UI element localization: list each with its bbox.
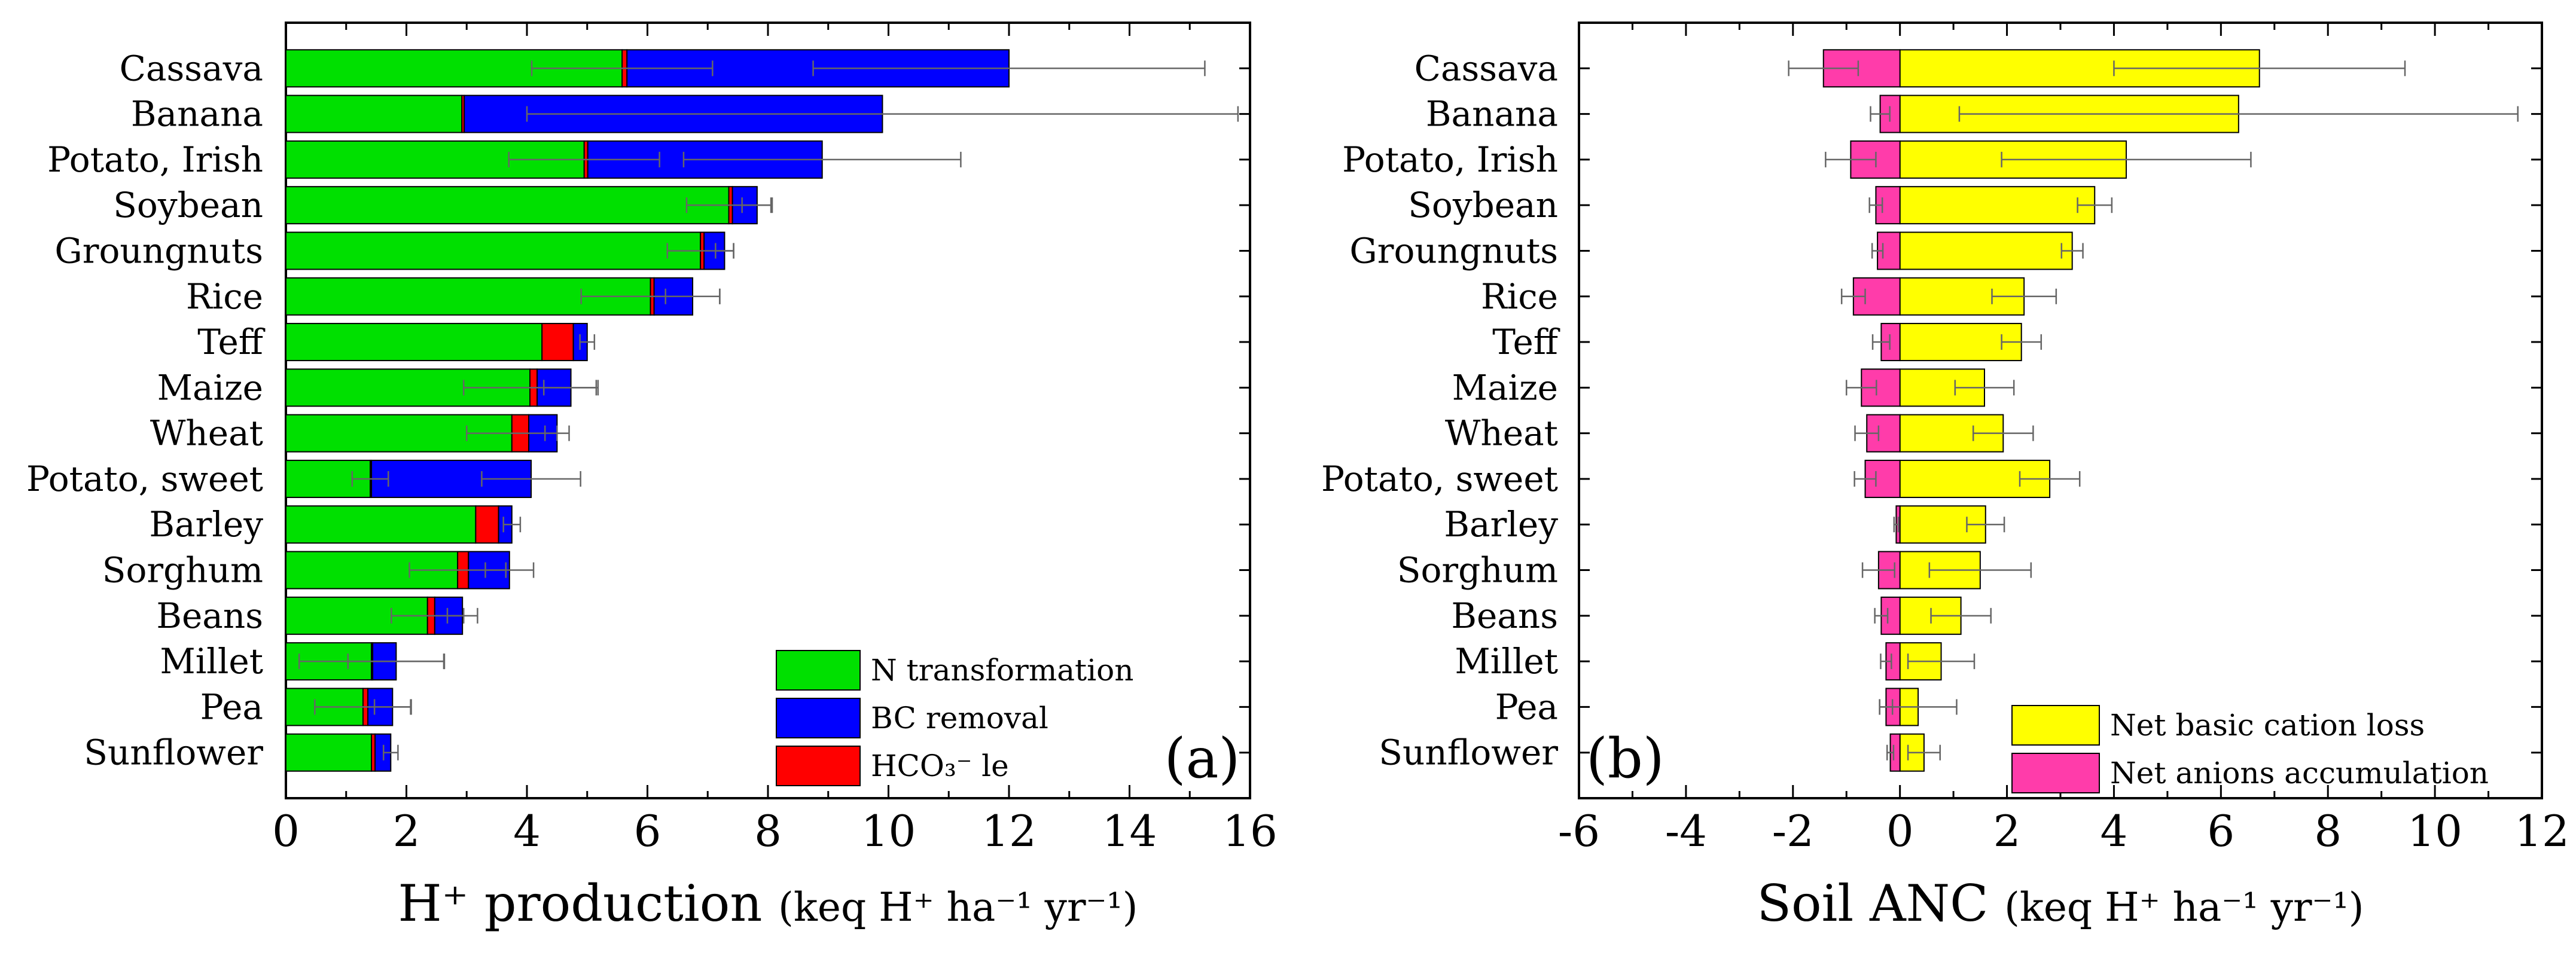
x-tick-label: 12 (2514, 806, 2569, 856)
bar-net-anions-accumulation-potato-sweet (1864, 459, 1901, 498)
x-tick-label: -2 (1772, 806, 1814, 856)
category-label-sunflower: Sunflower (84, 732, 263, 773)
legend-label-net-anions-accumulation: Net anions accumulation (2110, 756, 2489, 790)
legend-label-hco-le: HCO₃⁻ le (871, 749, 1009, 783)
legend-swatch-net-basic-cation-loss (2011, 705, 2100, 746)
category-label-beans: Beans (156, 596, 263, 636)
category-label-potato-irish: Potato, Irish (47, 139, 263, 180)
x-axis-label-main: Soil ANC (1757, 874, 2004, 933)
category-label-rice: Rice (186, 276, 263, 317)
category-label-sunflower: Sunflower (1379, 732, 1558, 773)
x-tick-label: 6 (2207, 806, 2234, 856)
x-tick-label: 2 (393, 806, 420, 856)
bar-net-anions-accumulation-maize (1861, 368, 1901, 407)
bar-hco-le-barley (475, 505, 499, 544)
category-label-banana: Banana (131, 94, 263, 135)
category-label-barley: Barley (1444, 504, 1558, 545)
x-tick-label: 10 (861, 806, 916, 856)
bar-net-basic-cation-loss-cassava (1899, 49, 2260, 88)
category-label-millet: Millet (160, 641, 263, 682)
category-label-maize: Maize (1452, 367, 1558, 408)
x-axis-label: Soil ANC (keq H⁺ ha⁻¹ yr⁻¹) (1757, 874, 2364, 933)
x-tick-label: 16 (1223, 806, 1278, 856)
bar-n-transformation-groungnuts (285, 231, 702, 270)
x-tick-label: 4 (513, 806, 541, 856)
x-tick-label: -6 (1558, 806, 1600, 856)
x-axis-label: H⁺ production (keq H⁺ ha⁻¹ yr⁻¹) (398, 874, 1138, 933)
category-label-wheat: Wheat (1445, 413, 1558, 454)
bar-n-transformation-barley (285, 505, 477, 544)
x-tick-label: -4 (1665, 806, 1707, 856)
category-label-sorghum: Sorghum (1397, 550, 1558, 591)
x-tick-label: 2 (1993, 806, 2021, 856)
bar-hco-le-teff (541, 323, 574, 362)
category-label-soybean: Soybean (1408, 185, 1558, 225)
x-tick-label: 12 (981, 806, 1037, 856)
category-label-pea: Pea (1495, 686, 1558, 727)
bar-net-basic-cation-loss-soybean (1899, 186, 2096, 225)
category-label-maize: Maize (157, 367, 263, 408)
category-label-millet: Millet (1455, 641, 1558, 682)
category-label-wheat: Wheat (150, 413, 263, 454)
legend-swatch-hco-le (776, 746, 861, 786)
x-axis-label-main: H⁺ production (398, 874, 778, 933)
x-axis-label-units: (keq H⁺ ha⁻¹ yr⁻¹) (2004, 884, 2364, 930)
category-label-pea: Pea (200, 686, 263, 727)
x-tick-label: 10 (2407, 806, 2462, 856)
category-label-rice: Rice (1481, 276, 1558, 317)
category-label-groungnuts: Groungnuts (1349, 230, 1558, 271)
category-label-banana: Banana (1426, 94, 1558, 135)
category-label-potato-sweet: Potato, sweet (26, 459, 263, 499)
category-label-potato-irish: Potato, Irish (1342, 139, 1558, 180)
legend-label-net-basic-cation-loss: Net basic cation loss (2110, 708, 2425, 743)
panel-annotation: (a) (1164, 726, 1240, 790)
category-label-cassava: Cassava (120, 48, 263, 88)
panel-annotation: (b) (1586, 726, 1665, 790)
category-label-soybean: Soybean (113, 185, 263, 225)
x-tick-label: 0 (272, 806, 300, 856)
x-tick-label: 14 (1102, 806, 1157, 856)
bar-net-basic-cation-loss-groungnuts (1899, 231, 2073, 270)
bar-n-transformation-soybean (285, 186, 730, 225)
x-tick-label: 6 (634, 806, 661, 856)
bar-n-transformation-teff (285, 323, 543, 362)
category-label-beans: Beans (1451, 596, 1558, 636)
category-label-groungnuts: Groungnuts (54, 230, 263, 271)
x-tick-label: 8 (754, 806, 782, 856)
bar-n-transformation-sunflower (285, 733, 373, 772)
category-label-potato-sweet: Potato, sweet (1321, 459, 1558, 499)
legend-swatch-n-transformation (776, 650, 861, 691)
legend-swatch-bc-removal (776, 698, 861, 738)
x-tick-label: 0 (1886, 806, 1914, 856)
category-label-teff: Teff (197, 322, 266, 362)
x-tick-label: 4 (2101, 806, 2128, 856)
panel-b-frame (1578, 22, 2543, 799)
category-label-barley: Barley (149, 504, 263, 545)
x-tick-label: 8 (2314, 806, 2342, 856)
category-label-sorghum: Sorghum (102, 550, 263, 591)
bar-n-transformation-banana (285, 94, 463, 133)
category-label-teff: Teff (1492, 322, 1560, 362)
x-axis-label-units: (keq H⁺ ha⁻¹ yr⁻¹) (778, 884, 1138, 930)
legend-label-n-transformation: N transformation (871, 653, 1133, 688)
legend-label-bc-removal: BC removal (871, 701, 1048, 735)
category-label-cassava: Cassava (1414, 48, 1558, 88)
legend-swatch-net-anions-accumulation (2011, 753, 2100, 793)
